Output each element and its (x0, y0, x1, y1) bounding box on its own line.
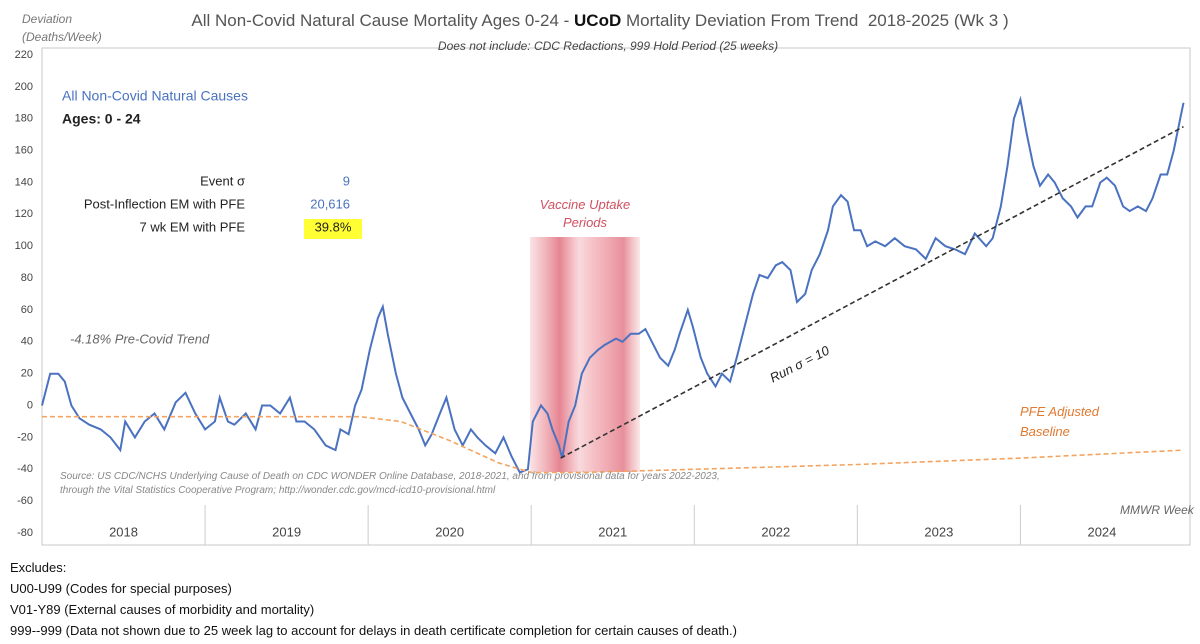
stat-value: 39.8% (315, 219, 352, 234)
title-part: UCoD (574, 11, 621, 30)
vaccine-shading (530, 237, 640, 472)
y-axis-label: Deviation (Deaths/Week) (22, 12, 102, 44)
y-tick-label: -20 (17, 431, 33, 443)
y-tick-label: -60 (17, 495, 33, 507)
x-tick-label: 2022 (761, 524, 790, 539)
y-tick-label: 180 (15, 113, 33, 125)
x-tick-label: 2023 (924, 524, 953, 539)
stat-value: 20,616 (310, 196, 350, 211)
line-series (560, 125, 1184, 459)
y-tick-label: 220 (15, 49, 33, 61)
x-tick-label: 2021 (598, 524, 627, 539)
footer-line: U00-U99 (Codes for special purposes) (10, 581, 232, 596)
y-tick-label: 160 (15, 145, 33, 157)
y-tick-label: 100 (15, 240, 33, 252)
series-label: All Non-Covid Natural Causes (62, 88, 248, 104)
y-tick-label: 120 (15, 208, 33, 220)
footer-line: V01-Y89 (External causes of morbidity an… (10, 602, 315, 617)
y-tick-label: -40 (17, 463, 33, 475)
plot-frame (41, 47, 1191, 546)
stat-label: 7 wk EM with PFE (140, 219, 246, 234)
footer-line: Excludes: (10, 560, 67, 575)
title-part: Mortality Deviation From Trend 2018-2025… (621, 11, 1008, 30)
annotation: Run σ = 10 (767, 342, 832, 385)
line-series (42, 415, 1184, 474)
annotation: -4.18% Pre-Covid Trend (70, 331, 210, 346)
x-tick-label: 2024 (1087, 524, 1116, 539)
x-tick-label: 2019 (272, 524, 301, 539)
annotation: Ages: 0 - 24 (62, 111, 141, 127)
footer-line: 999--999 (Data not shown due to 25 week … (10, 623, 737, 638)
y-tick-label: 0 (27, 399, 33, 411)
title-part: All Non-Covid Natural Cause Mortality Ag… (191, 11, 574, 30)
stat-value: 9 (343, 173, 350, 188)
x-axis-label: MMWR Week (1120, 503, 1195, 517)
footer: Excludes: U00-U99 (Codes for special purp… (10, 557, 737, 641)
y-tick-label: 140 (15, 176, 33, 188)
y-tick-label: 40 (21, 336, 33, 348)
y-tick-label: 20 (21, 368, 33, 380)
series-label: PFE Adjusted Baseline (1020, 404, 1100, 439)
annotation: Vaccine Uptake Periods (539, 197, 631, 230)
y-tick-label: 80 (21, 272, 33, 284)
highlight (304, 219, 362, 239)
x-tick-label: 2018 (109, 524, 138, 539)
y-tick-label: 200 (15, 81, 33, 93)
x-tick-label: 2020 (435, 524, 464, 539)
stat-label: Event σ (200, 173, 245, 188)
stat-label: Post-Inflection EM with PFE (84, 196, 245, 211)
source-note: Source: US CDC/NCHS Underlying Cause of … (60, 471, 720, 496)
y-tick-label: 60 (21, 304, 33, 316)
chart-title: All Non-Covid Natural Cause Mortality Ag… (191, 11, 1008, 30)
y-tick-label: -80 (17, 527, 33, 539)
subtitle: Does not include: CDC Redactions, 999 Ho… (438, 39, 778, 53)
